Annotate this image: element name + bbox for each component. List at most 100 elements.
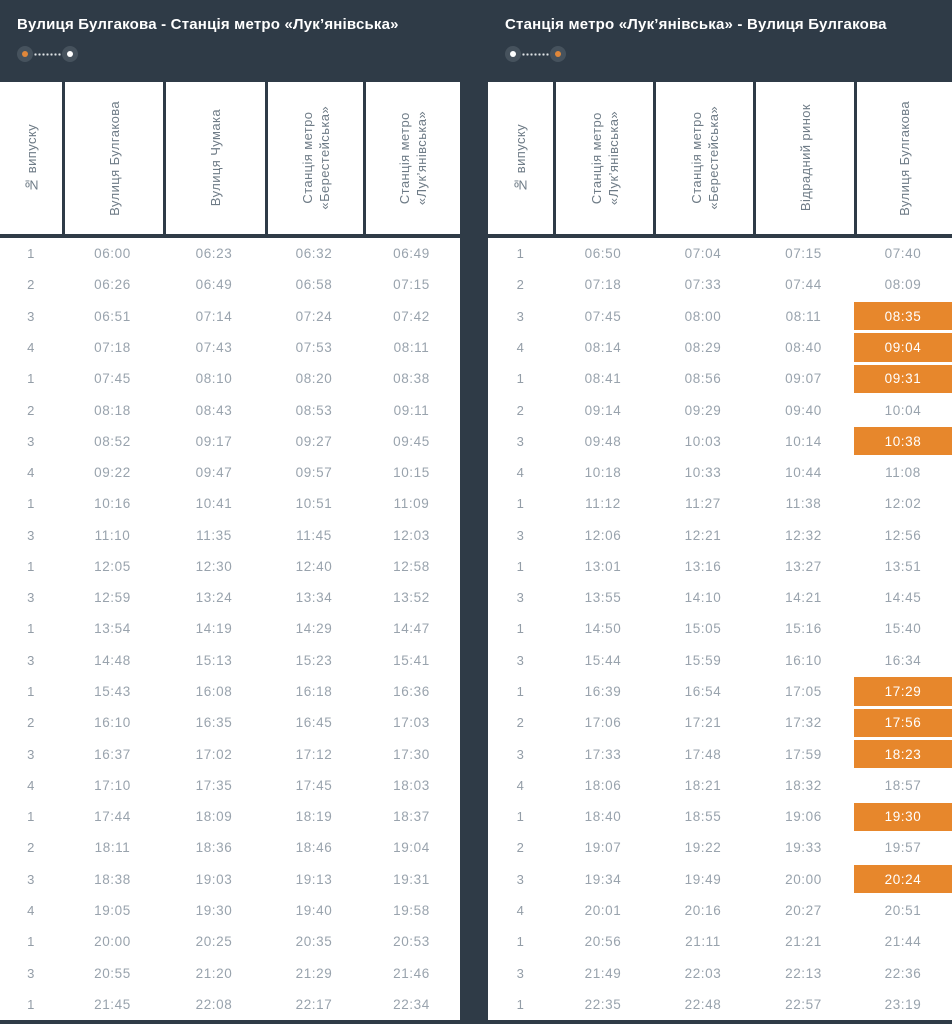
time-cell: 10:41 bbox=[195, 496, 233, 512]
trip-number-cell: 2 bbox=[516, 840, 525, 856]
route-end-dot-icon bbox=[555, 51, 561, 57]
time-cell: 18:06 bbox=[584, 777, 622, 793]
time-cell: 20:25 bbox=[195, 934, 233, 950]
trip-number-cell: 3 bbox=[516, 308, 525, 324]
timetable-header-row-outbound: № випуску Вулиця Булгакова Вулиця Чумака… bbox=[0, 82, 460, 238]
trip-number-cell: 3 bbox=[27, 746, 35, 762]
timetable-row: 4 19:05 19:30 19:40 19:58 bbox=[0, 895, 460, 926]
trip-number-cell: 3 bbox=[516, 871, 525, 887]
route-end-endpoint-icon bbox=[62, 46, 78, 62]
timetable-header-row-return: № випуску Станція метро «Лук’янівська» С… bbox=[488, 82, 952, 238]
time-cell: 20:00 bbox=[785, 871, 822, 887]
time-cell: 11:08 bbox=[885, 465, 921, 481]
trip-number-cell: 1 bbox=[27, 371, 35, 387]
trip-number-cell: 1 bbox=[27, 558, 35, 574]
time-cell-highlighted: 20:24 bbox=[854, 865, 952, 894]
time-cell: 11:12 bbox=[585, 496, 621, 512]
time-cell: 16:35 bbox=[195, 715, 233, 731]
time-cell: 18:37 bbox=[393, 809, 430, 825]
trip-number-cell: 2 bbox=[27, 402, 35, 418]
time-cell: 16:34 bbox=[884, 652, 922, 668]
trip-number-cell: 3 bbox=[27, 527, 35, 543]
trip-number-cell: 1 bbox=[516, 496, 525, 512]
time-cell: 07:33 bbox=[684, 277, 722, 293]
column-header-label: Вулиця Булгакова bbox=[897, 100, 912, 216]
time-cell: 08:00 bbox=[684, 308, 722, 324]
trip-number-cell: 3 bbox=[27, 871, 35, 887]
timetable-row: 1 20:56 21:11 21:21 21:44 bbox=[488, 926, 952, 957]
time-cell-highlighted: 09:04 bbox=[854, 333, 952, 362]
trip-number-cell: 1 bbox=[27, 496, 35, 512]
time-cell: 17:21 bbox=[684, 715, 722, 731]
timetable-row: 1 07:45 08:10 08:20 08:38 bbox=[0, 363, 460, 394]
time-cell: 16:18 bbox=[295, 684, 333, 700]
time-cell: 22:48 bbox=[684, 996, 722, 1012]
time-cell: 15:13 bbox=[195, 652, 233, 668]
trip-number-cell: 2 bbox=[516, 277, 525, 293]
time-cell: 08:38 bbox=[393, 371, 430, 387]
time-cell: 13:34 bbox=[295, 590, 333, 606]
panel-route-outbound: Вулиця Булгакова - Станція метро «Лук’ян… bbox=[0, 0, 460, 1024]
timetable-row: 3 12:06 12:21 12:32 12:56 bbox=[488, 520, 952, 551]
column-header-label: № випуску bbox=[513, 123, 528, 193]
time-cell: 19:05 bbox=[94, 903, 131, 919]
trip-number-cell: 1 bbox=[516, 621, 525, 637]
time-cell: 15:41 bbox=[393, 652, 430, 668]
time-cell: 10:16 bbox=[94, 496, 131, 512]
time-cell: 17:59 bbox=[785, 746, 822, 762]
column-header-label: Станція метро «Берестейська» bbox=[299, 106, 332, 210]
time-cell: 20:53 bbox=[393, 934, 430, 950]
trip-number-cell: 1 bbox=[516, 371, 525, 387]
timetable-row: 3 19:34 19:49 20:00 20:24 bbox=[488, 864, 952, 895]
route-start-dot-icon bbox=[22, 51, 28, 57]
time-cell: 16:08 bbox=[195, 684, 233, 700]
time-cell: 06:51 bbox=[94, 308, 131, 324]
time-cell: 07:53 bbox=[295, 339, 333, 355]
trip-number-cell: 4 bbox=[27, 777, 35, 793]
time-cell: 19:06 bbox=[785, 809, 822, 825]
trip-number-cell: 1 bbox=[516, 996, 525, 1012]
trip-number-cell: 4 bbox=[27, 465, 35, 481]
trip-number-cell: 4 bbox=[516, 465, 525, 481]
column-header-stop-1: Вулиця Булгакова bbox=[62, 82, 163, 234]
time-cell: 07:43 bbox=[195, 339, 233, 355]
time-cell: 07:04 bbox=[684, 246, 722, 262]
route-title-return: Станція метро «Лук’янівська» - Вулиця Бу… bbox=[505, 16, 887, 33]
timetable-row: 3 20:55 21:20 21:29 21:46 bbox=[0, 957, 460, 988]
column-header-stop-3: Відрадний ринок bbox=[753, 82, 854, 234]
timetable-body-outbound: 1 06:00 06:23 06:32 06:49 2 06:26 06:49 06:58 07:… bbox=[0, 238, 460, 1020]
time-cell: 14:47 bbox=[393, 621, 430, 637]
time-cell: 17:45 bbox=[295, 777, 333, 793]
timetable-row: 3 16:37 17:02 17:12 17:30 bbox=[0, 738, 460, 769]
time-cell: 13:24 bbox=[195, 590, 233, 606]
trip-number-cell: 1 bbox=[516, 558, 525, 574]
time-cell: 22:13 bbox=[785, 965, 822, 981]
timetable-row: 1 12:05 12:30 12:40 12:58 bbox=[0, 551, 460, 582]
time-cell: 13:27 bbox=[785, 558, 822, 574]
time-cell: 11:35 bbox=[196, 527, 232, 543]
timetable-row: 3 14:48 15:13 15:23 15:41 bbox=[0, 645, 460, 676]
time-cell: 07:15 bbox=[393, 277, 430, 293]
time-cell: 18:21 bbox=[684, 777, 722, 793]
time-cell: 16:36 bbox=[393, 684, 430, 700]
time-cell: 12:30 bbox=[195, 558, 233, 574]
time-cell: 06:50 bbox=[584, 246, 622, 262]
time-cell: 07:24 bbox=[295, 308, 333, 324]
timetable-row: 3 07:45 08:00 08:11 08:35 bbox=[488, 301, 952, 332]
time-cell: 18:11 bbox=[94, 840, 131, 856]
time-cell: 15:23 bbox=[295, 652, 333, 668]
time-cell: 17:48 bbox=[684, 746, 722, 762]
time-cell: 15:43 bbox=[94, 684, 131, 700]
time-cell: 10:03 bbox=[684, 433, 722, 449]
column-header-label: Станція метро «Лук’янівська» bbox=[588, 110, 621, 206]
time-cell: 19:04 bbox=[393, 840, 430, 856]
time-cell: 13:55 bbox=[584, 590, 622, 606]
trip-number-cell: 3 bbox=[516, 965, 525, 981]
time-cell: 17:06 bbox=[584, 715, 622, 731]
route-title-outbound: Вулиця Булгакова - Станція метро «Лук’ян… bbox=[17, 16, 399, 33]
time-cell: 17:32 bbox=[785, 715, 822, 731]
time-cell: 10:04 bbox=[884, 402, 922, 418]
timetable-row: 3 13:55 14:10 14:21 14:45 bbox=[488, 582, 952, 613]
timetable-row: 1 13:54 14:19 14:29 14:47 bbox=[0, 613, 460, 644]
